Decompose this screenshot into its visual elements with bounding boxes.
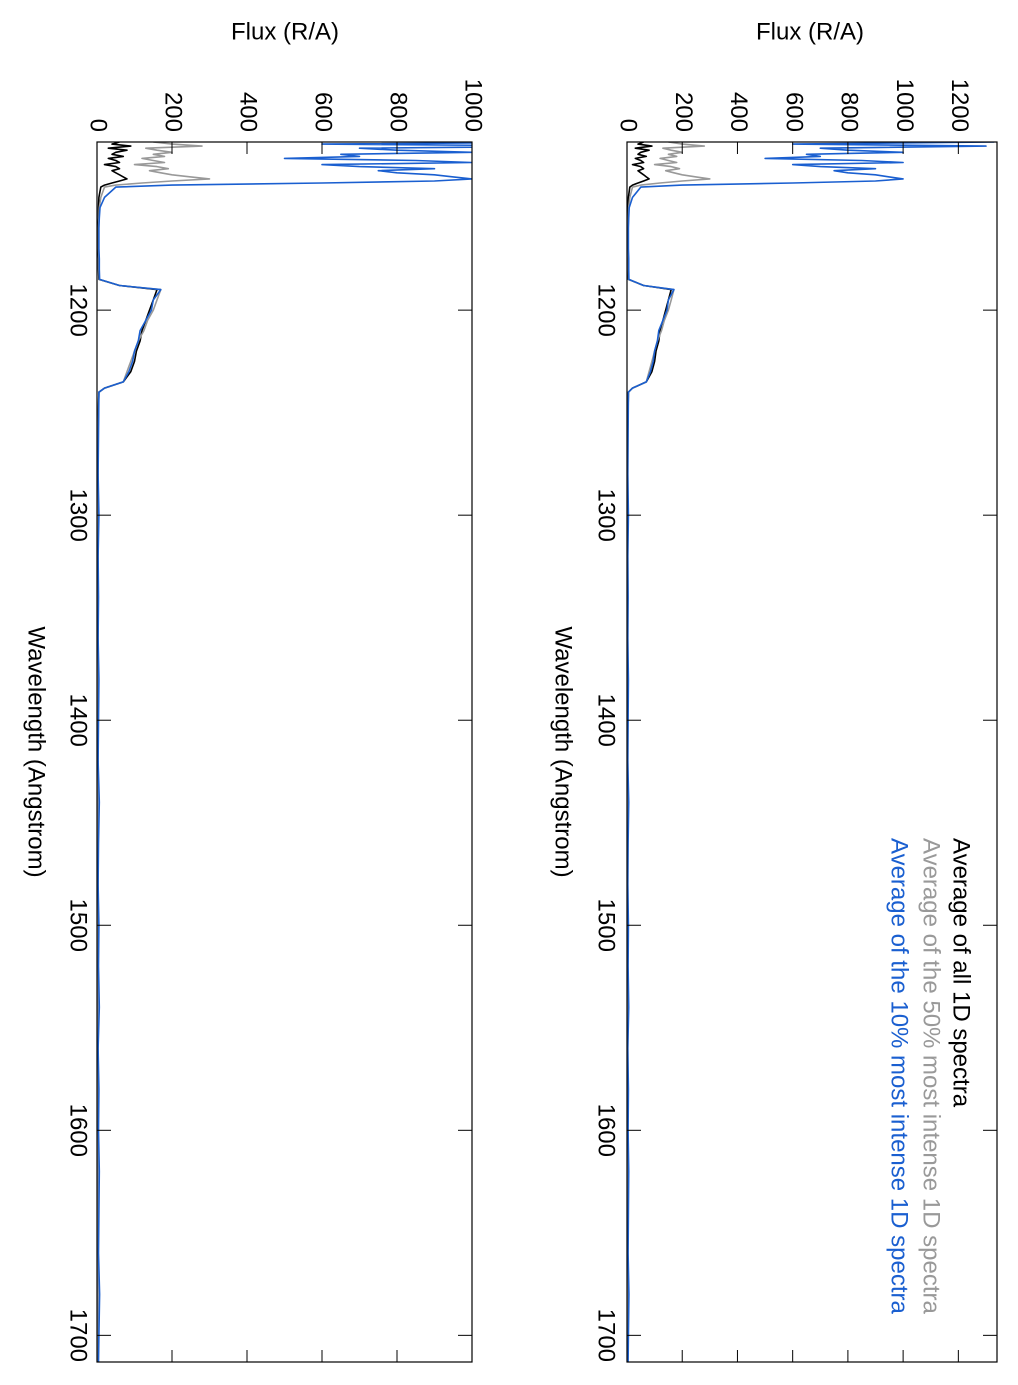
spectrum-line [97,142,472,1362]
y-tick-label: 0 [85,119,112,132]
spectrum-line [627,142,673,1362]
spectrum-line [97,142,158,1362]
y-tick-label: 0 [615,119,642,132]
y-tick-label: 800 [836,92,863,132]
y-tick-label: 600 [780,92,807,132]
x-tick-label: 1200 [593,283,620,336]
y-tick-label: 1000 [460,79,487,132]
plot-frame [626,141,998,1363]
x-tick-label: 1700 [65,1309,92,1362]
y-tick-label: 800 [385,92,412,132]
spectrum-line [627,142,711,1362]
y-tick-label: 200 [670,92,697,132]
x-tick-label: 1200 [65,283,92,336]
x-tick-label: 1300 [593,488,620,541]
y-tick-label: 1200 [946,79,973,132]
spectrum-line [627,142,995,1362]
y-tick-label: 400 [725,92,752,132]
x-axis-title: Wavelength (Angstrom) [23,626,50,877]
legend-entry: Average of the 50% most intense 1D spect… [918,838,945,1314]
legend-entry: Average of all 1D spectra [948,838,975,1108]
y-tick-label: 1000 [891,79,918,132]
y-tick-label: 200 [160,92,187,132]
x-tick-label: 1400 [65,694,92,747]
plot-frame [96,141,473,1363]
x-tick-label: 1400 [593,694,620,747]
x-axis-title: Wavelength (Angstrom) [550,626,577,877]
y-axis-title: Flux (R/A) [756,18,864,45]
y-tick-label: 400 [235,92,262,132]
x-tick-label: 1500 [593,899,620,952]
x-tick-label: 1500 [65,899,92,952]
x-tick-label: 1600 [65,1104,92,1157]
legend-entry: Average of the 10% most intense 1D spect… [886,838,913,1314]
y-axis-title: Flux (R/A) [231,18,339,45]
x-tick-label: 1600 [593,1104,620,1157]
spectrum-line [97,142,211,1362]
plot-area [97,142,472,1362]
x-tick-label: 1700 [593,1309,620,1362]
x-tick-label: 1300 [65,488,92,541]
y-tick-label: 600 [310,92,337,132]
